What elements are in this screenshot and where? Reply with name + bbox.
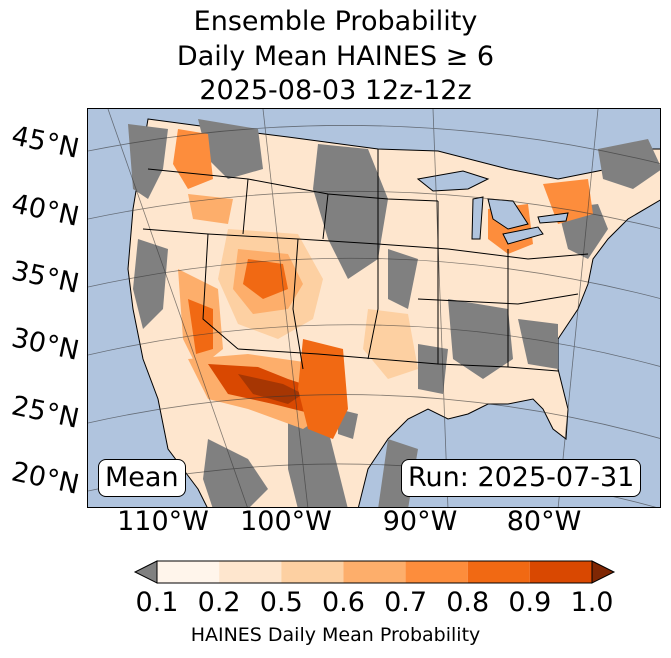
colorbar-segment [219,561,282,583]
missing-data [128,119,660,507]
colorbar-tick-label: 1.0 [570,587,614,618]
colorbar-segment [405,561,468,583]
colorbar-over-arrow [591,560,616,584]
colorbar-tick-label: 0.6 [321,587,365,618]
colorbar-tick-label: 0.7 [384,587,428,618]
lat-label-20: 20°N [8,456,82,501]
lat-label-45: 45°N [8,120,82,165]
colorbar-segment [467,561,530,583]
lon-label-80: 80°W [506,506,582,537]
run-badge: Run: 2025-07-31 [401,459,642,497]
colorbar [133,560,616,584]
title-line-1: Ensemble Probability [193,6,478,37]
title-line-3: 2025-08-03 12z-12z [199,75,472,106]
colorbar-tick-label: 0.2 [197,587,241,618]
mean-badge: Mean [98,459,186,497]
colorbar-tick-label: 0.8 [446,587,490,618]
colorbar-segment [281,561,344,583]
colorbar-label: HAINES Daily Mean Probability [190,624,481,646]
lat-label-30: 30°N [8,322,82,367]
lon-label-100: 100°W [240,506,332,537]
colorbar-tick-label: 0.1 [135,587,179,618]
colorbar-tick-label: 0.9 [508,587,552,618]
colorbar-segment [343,561,406,583]
title-line-2: Daily Mean HAINES ≥ 6 [176,41,495,72]
map-svg [88,109,660,507]
state-boundaries [142,149,589,372]
lon-label-90: 90°W [382,506,458,537]
lon-label-110: 110°W [117,506,209,537]
lat-label-40: 40°N [8,188,82,233]
lat-label-35: 35°N [8,255,82,300]
colorbar-segment [157,561,220,583]
lat-label-25: 25°N [8,390,82,435]
colorbar-segment [529,561,592,583]
colorbar-tick-label: 0.5 [259,587,303,618]
probability-map [87,108,661,508]
colorbar-segments [156,560,593,584]
colorbar-under-arrow [133,560,158,584]
